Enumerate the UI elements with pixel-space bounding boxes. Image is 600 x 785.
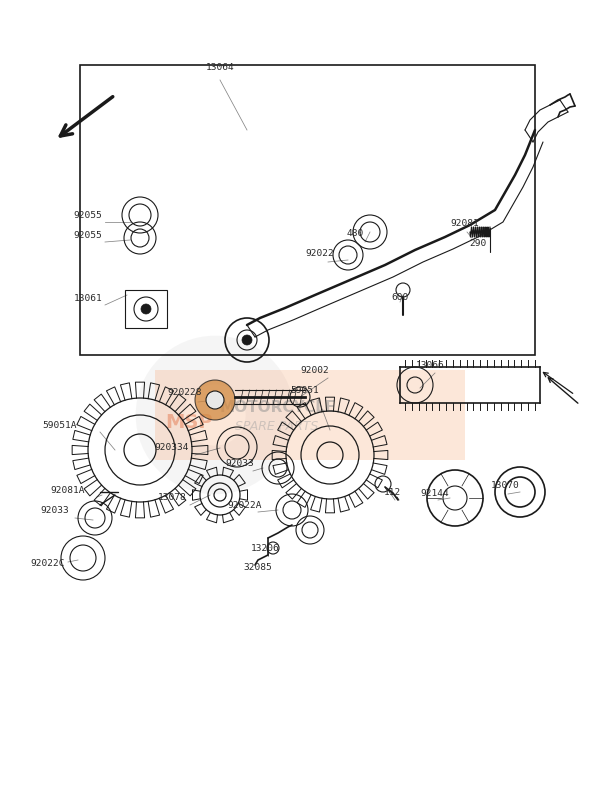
Text: 13064: 13064 <box>206 63 235 72</box>
Text: 13066: 13066 <box>416 361 445 370</box>
Bar <box>125 290 167 328</box>
Bar <box>80 65 535 355</box>
Text: 32085: 32085 <box>244 563 272 572</box>
Text: 92033: 92033 <box>226 459 254 468</box>
Circle shape <box>206 391 224 409</box>
Text: 13078: 13078 <box>158 493 187 502</box>
Text: 13070: 13070 <box>491 481 520 490</box>
Circle shape <box>195 380 235 420</box>
Text: 92022C: 92022C <box>31 559 65 568</box>
Text: 92002: 92002 <box>301 366 329 375</box>
Text: 112: 112 <box>383 488 401 497</box>
Text: 920228: 920228 <box>168 388 202 397</box>
Text: 92022A: 92022A <box>228 501 262 510</box>
Text: 13061: 13061 <box>74 294 103 303</box>
Text: 92033: 92033 <box>41 506 70 515</box>
Text: 92144: 92144 <box>421 489 449 498</box>
Text: SPARE PARTS: SPARE PARTS <box>235 421 318 433</box>
Text: 92055: 92055 <box>74 231 103 240</box>
Text: MSP: MSP <box>165 414 212 433</box>
Text: 59051A: 59051A <box>43 421 77 430</box>
Circle shape <box>141 304 151 314</box>
Text: MOTORCYCLE: MOTORCYCLE <box>220 400 336 414</box>
Text: 59051: 59051 <box>290 386 319 395</box>
Text: 92081A: 92081A <box>51 486 85 495</box>
Text: 92022: 92022 <box>305 249 334 258</box>
Circle shape <box>242 335 252 345</box>
Text: 920334: 920334 <box>155 443 189 452</box>
Text: 92081: 92081 <box>451 219 479 228</box>
Text: 290: 290 <box>469 239 487 248</box>
Text: 92055: 92055 <box>74 211 103 220</box>
Bar <box>155 370 465 460</box>
Text: 13206: 13206 <box>251 544 280 553</box>
Text: 600: 600 <box>391 293 409 302</box>
Text: 480: 480 <box>346 229 364 238</box>
